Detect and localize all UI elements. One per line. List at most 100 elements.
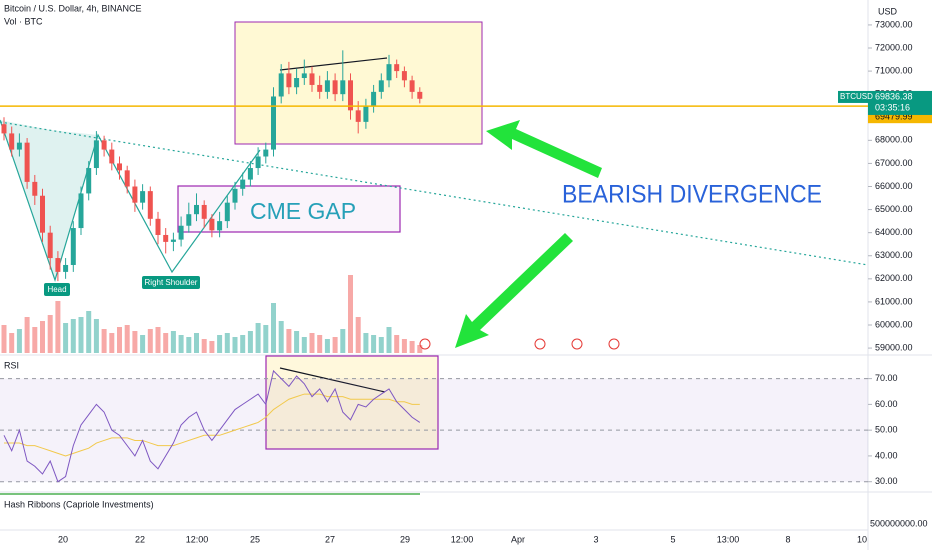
volume-bar (170, 331, 176, 353)
candle-body (186, 214, 192, 226)
volume-bar (355, 317, 361, 353)
volume-bar (278, 321, 284, 353)
volume-bar (209, 341, 215, 353)
label-box (44, 283, 70, 296)
candle-body (217, 221, 223, 231)
x-tick-label: 12:00 (186, 534, 209, 544)
y-tick-label: 71000.00 (875, 65, 913, 75)
volume-bar (55, 301, 61, 353)
candle-body (378, 80, 384, 92)
x-tick-label: 27 (325, 534, 335, 544)
candle-body (101, 140, 107, 150)
volume-bar (24, 317, 30, 353)
volume-bar (155, 327, 161, 353)
rsi-divergence-line (279, 367, 386, 393)
volume-bar (101, 329, 107, 353)
candle-body (363, 105, 369, 122)
candle-body (170, 239, 176, 242)
volume-bar (371, 335, 377, 353)
candle-body (209, 218, 215, 231)
candle-body (70, 228, 76, 265)
y-tick-label: 30.00 (875, 476, 898, 486)
volume-bar (386, 327, 392, 353)
y-tick-label: 64000.00 (875, 227, 913, 237)
candle-body (247, 168, 253, 180)
candle-body (240, 179, 246, 189)
volume-bar (86, 311, 92, 353)
candle-body (55, 258, 61, 272)
volume-bar (9, 333, 15, 353)
candle-body (140, 191, 146, 203)
volume-bar (78, 317, 84, 353)
y-tick-label: 63000.00 (875, 250, 913, 260)
candle-body (286, 73, 292, 88)
volume-bar (378, 337, 384, 353)
volume-bar (32, 327, 38, 353)
volume-bar (301, 337, 307, 353)
candle-body (86, 168, 92, 194)
volume-bar (271, 303, 276, 353)
volume-bar (286, 329, 292, 353)
volume-bar (232, 337, 238, 353)
candle-body (1, 124, 7, 134)
candle-body (271, 96, 276, 150)
candle-body (224, 202, 230, 222)
volume-bar (124, 325, 130, 353)
annotation: CME GAP (250, 198, 356, 224)
candle-body (255, 156, 261, 169)
candle-body (371, 91, 377, 106)
volume-bar (417, 345, 423, 353)
volume-bar (132, 331, 138, 353)
candle-body (132, 186, 138, 203)
price-label-box (868, 90, 932, 115)
volume-bar (224, 333, 230, 353)
y-tick-label: 73000.00 (875, 19, 913, 29)
candle-body (178, 225, 184, 240)
candle-body (263, 149, 269, 157)
volume-bar (194, 333, 199, 353)
symbol-label-box (838, 90, 868, 103)
annotation: Right Shoulder (145, 278, 198, 287)
y-tick-label: 50.00 (875, 425, 898, 435)
candle-body (386, 64, 392, 81)
currency: USD (878, 6, 898, 16)
volume-bar (263, 325, 269, 353)
volume-bar (255, 323, 261, 353)
x-tick-label: 25 (250, 534, 260, 544)
candle-body (124, 170, 130, 187)
volume-bar (147, 329, 153, 353)
candle-body (409, 80, 415, 92)
candle-body (147, 191, 153, 219)
volume-bar (348, 275, 353, 353)
volume-bar (109, 333, 115, 353)
volume-bar (117, 327, 122, 353)
y-tick-label: 68000.00 (875, 135, 913, 145)
x-tick-label: 20 (58, 534, 68, 544)
candle-body (63, 264, 69, 272)
countdown: 03:35:16 (875, 102, 910, 112)
volume-bar (163, 333, 169, 353)
y-tick-label: 72000.00 (875, 42, 913, 52)
x-tick-label: 13:00 (717, 534, 740, 544)
volume-bar (363, 333, 369, 353)
chart-title: Bitcoin / U.S. Dollar, 4h, BINANCE (4, 3, 142, 13)
volume-bar (324, 339, 330, 353)
x-tick-label: 3 (593, 534, 598, 544)
candle-body (348, 80, 353, 111)
candle-body (232, 188, 238, 203)
hash-title: Hash Ribbons (Capriole Investments) (4, 499, 154, 509)
candle-body (40, 195, 45, 233)
flag-icons (419, 338, 620, 350)
volume-bar (247, 331, 253, 353)
candle-body (394, 64, 400, 72)
candle-body (417, 91, 423, 99)
x-tick-label: 29 (400, 534, 410, 544)
candle-body (155, 218, 161, 235)
candle-body (117, 163, 122, 171)
candle-body (401, 71, 407, 81)
level-label: 69479.99 (875, 112, 913, 122)
candle-body (340, 80, 346, 95)
volume-bar (47, 315, 53, 353)
volume-bar (401, 339, 407, 353)
